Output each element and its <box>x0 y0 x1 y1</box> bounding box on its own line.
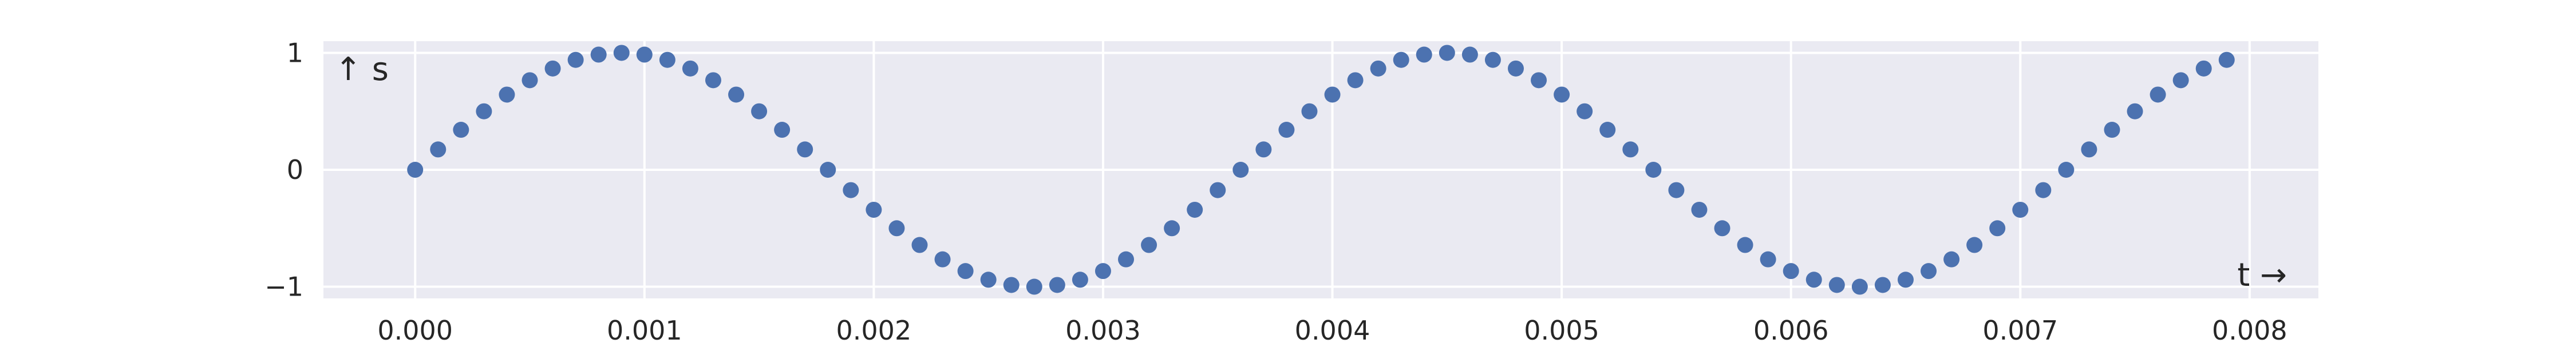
data-point <box>797 141 813 158</box>
data-point <box>1026 278 1042 295</box>
data-point <box>544 60 561 77</box>
x-tick-label: 0.003 <box>1065 315 1141 343</box>
data-point <box>659 51 675 68</box>
data-point <box>2012 201 2029 218</box>
data-point <box>1828 277 1845 293</box>
data-point <box>866 201 882 218</box>
data-point <box>980 272 997 288</box>
data-point <box>1943 251 1960 268</box>
data-points <box>407 45 2235 295</box>
data-point <box>2058 162 2075 178</box>
grid <box>323 41 2318 298</box>
data-point <box>934 251 951 268</box>
data-point <box>499 86 515 103</box>
data-point <box>636 46 653 63</box>
data-point <box>1599 122 1616 138</box>
data-point <box>1210 182 1226 198</box>
tick-labels: 0.000 0.001 0.002 0.003 0.004 0.005 0.006 0.007… <box>264 37 2287 343</box>
data-point <box>1668 182 1685 198</box>
data-point <box>1187 201 1203 218</box>
data-point <box>888 220 905 237</box>
data-point <box>1805 272 1822 288</box>
data-point <box>1989 220 2006 237</box>
data-point <box>1897 272 1914 288</box>
data-point <box>1461 46 1478 63</box>
data-point <box>430 141 447 158</box>
x-tick-label: 0.002 <box>836 315 912 343</box>
x-tick-label: 0.005 <box>1524 315 1599 343</box>
data-point <box>774 122 791 138</box>
data-point <box>682 60 698 77</box>
data-point <box>1622 141 1639 158</box>
data-point <box>2150 86 2166 103</box>
x-tick-label: 0.007 <box>1982 315 2058 343</box>
data-point <box>1416 46 1432 63</box>
data-point <box>1645 162 1662 178</box>
data-point <box>1783 263 1799 280</box>
data-point <box>1255 141 1272 158</box>
data-point <box>1851 278 1868 295</box>
data-point <box>1164 220 1180 237</box>
x-tick-label: 0.004 <box>1295 315 1370 343</box>
x-tick-label: 0.008 <box>2212 315 2287 343</box>
data-point <box>1439 45 1455 61</box>
data-point <box>843 182 859 198</box>
data-point <box>1095 263 1111 280</box>
data-point <box>728 86 745 103</box>
x-tick-label: 0.001 <box>607 315 682 343</box>
data-point <box>1003 277 1020 293</box>
data-point <box>2218 51 2235 68</box>
data-point <box>957 263 974 280</box>
data-point <box>1301 103 1318 119</box>
data-point <box>1874 277 1891 293</box>
x-tick-label: 0.000 <box>377 315 453 343</box>
data-point <box>1072 272 1088 288</box>
data-point <box>1393 51 1409 68</box>
data-point <box>911 237 928 253</box>
y-tick-label: 0 <box>287 154 303 185</box>
data-point <box>1554 86 1570 103</box>
data-point <box>521 72 538 89</box>
x-tick-label: 0.006 <box>1753 315 1829 343</box>
data-point <box>1760 251 1776 268</box>
data-point <box>2035 182 2052 198</box>
y-axis-label: ↑ s <box>335 51 389 88</box>
data-point <box>1577 103 1593 119</box>
data-point <box>567 51 584 68</box>
data-point <box>1049 277 1065 293</box>
data-point <box>590 46 607 63</box>
data-point <box>613 45 630 61</box>
data-point <box>1737 237 1753 253</box>
data-point <box>1921 263 1937 280</box>
data-point <box>2081 141 2097 158</box>
data-point <box>453 122 469 138</box>
data-point <box>2127 103 2143 119</box>
x-axis-label: t → <box>2237 257 2287 294</box>
data-point <box>751 103 768 119</box>
data-point <box>1370 60 1386 77</box>
data-point <box>1118 251 1135 268</box>
data-point <box>1278 122 1295 138</box>
data-point <box>1324 86 1341 103</box>
data-point <box>1232 162 1249 178</box>
data-point <box>1347 72 1364 89</box>
data-point <box>2104 122 2120 138</box>
data-point <box>1691 201 1708 218</box>
data-point <box>1141 237 1157 253</box>
data-point <box>1531 72 1547 89</box>
data-point <box>2172 72 2189 89</box>
data-point <box>1966 237 1983 253</box>
y-tick-label: 1 <box>287 37 303 68</box>
data-point <box>407 162 424 178</box>
data-point <box>1714 220 1730 237</box>
data-point <box>705 72 721 89</box>
data-point <box>820 162 836 178</box>
y-tick-label: −1 <box>264 272 303 302</box>
data-point <box>476 103 492 119</box>
data-point <box>1484 51 1501 68</box>
data-point <box>1507 60 1524 77</box>
data-point <box>2195 60 2212 77</box>
